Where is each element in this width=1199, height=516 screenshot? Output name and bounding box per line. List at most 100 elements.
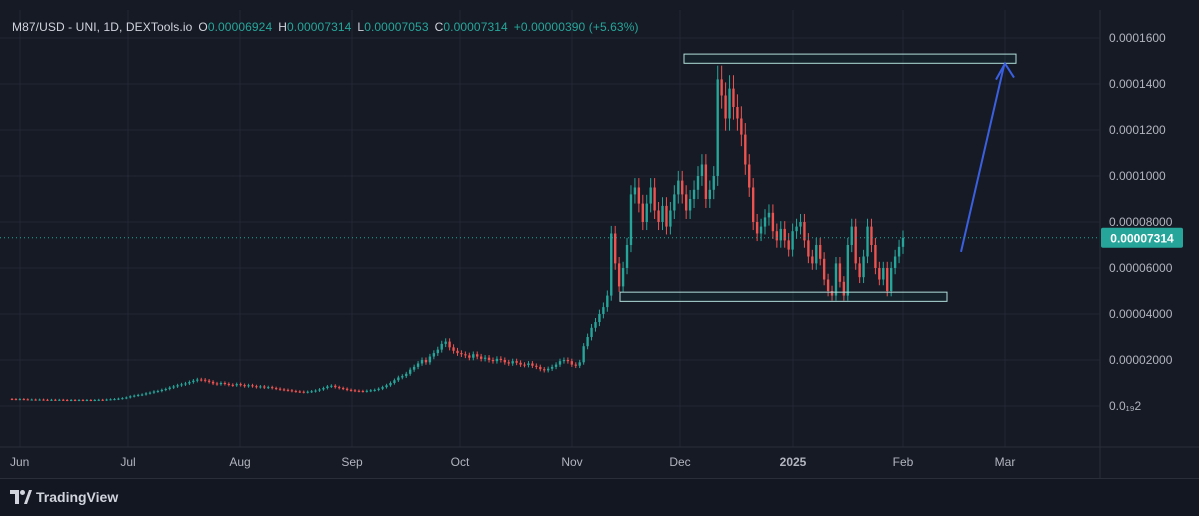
tradingview-logo-icon	[10, 490, 32, 504]
candle-body	[590, 327, 593, 337]
candle-body	[799, 222, 802, 227]
candle-body	[578, 362, 581, 366]
candle-body	[507, 362, 510, 364]
ohlc-legend: M87/USD - UNI, 1D, DEXTools.io O0.0000692…	[12, 20, 645, 34]
candle-body	[736, 107, 739, 119]
candle-body	[543, 369, 546, 371]
candle-body	[298, 391, 301, 393]
candle-body	[227, 383, 231, 385]
candle-body	[602, 307, 605, 314]
low-value: 0.00007053	[364, 20, 429, 34]
candle-body	[539, 366, 542, 370]
candle-body	[673, 194, 676, 211]
candle-body	[412, 366, 416, 370]
candle-body	[160, 389, 163, 392]
candle-body	[38, 399, 41, 401]
candle-body	[215, 383, 219, 385]
candle-body	[18, 399, 22, 401]
candle-body	[267, 387, 270, 389]
candle-body	[712, 176, 715, 190]
candle-body	[180, 384, 183, 386]
candle-body	[428, 356, 432, 363]
candle-body	[318, 389, 321, 391]
candle-body	[397, 377, 400, 381]
candle-body	[377, 388, 380, 390]
candle-body	[653, 187, 656, 211]
chart-area[interactable]: 0.0001600 0.0001400 0.0001200 0.0001000 0.00…	[0, 0, 1199, 478]
x-tick-label: Jul	[120, 455, 135, 469]
tradingview-logo[interactable]: TradingView	[10, 489, 118, 505]
y-tick-label: 0.0₁₉2	[1109, 399, 1141, 413]
candle-body	[499, 358, 503, 360]
candle-body	[89, 400, 93, 402]
open-key: O	[198, 20, 208, 34]
candle-body	[196, 379, 199, 381]
candle-body	[200, 379, 203, 381]
candle-body	[550, 366, 554, 369]
candle-body	[243, 385, 246, 387]
symbol-label: M87/USD - UNI, 1D, DEXTools.io	[12, 20, 193, 34]
candle-body	[85, 400, 89, 402]
candle-body	[420, 360, 424, 364]
candle-body	[172, 386, 175, 388]
candle-body	[105, 399, 108, 401]
candle-body	[617, 263, 621, 287]
candle-body	[294, 391, 298, 393]
candle-body	[365, 390, 369, 392]
candle-body	[791, 231, 794, 250]
candle-body	[661, 205, 664, 222]
candle-body	[274, 388, 278, 390]
candle-body	[594, 322, 597, 328]
candle-body	[81, 400, 85, 402]
candle-body	[535, 365, 538, 367]
candle-body	[401, 376, 404, 378]
candle-body	[574, 364, 577, 366]
change-value: +0.00000390 (+5.63%)	[513, 20, 639, 34]
candlestick-chart[interactable]: 0.0001600 0.0001400 0.0001200 0.0001000 0.00…	[0, 0, 1199, 478]
candle-body	[558, 361, 562, 365]
candle-body	[767, 212, 771, 218]
candle-body	[850, 226, 853, 245]
candle-body	[263, 386, 266, 388]
candle-body	[523, 364, 526, 366]
candle-body	[255, 386, 258, 388]
y-tick-label: 0.00006000	[1109, 261, 1173, 275]
candle-body	[822, 258, 826, 280]
candle-body	[452, 347, 455, 351]
candle-body	[570, 361, 574, 365]
candle-body	[771, 212, 775, 232]
candle-body	[495, 358, 499, 362]
candle-body	[101, 399, 104, 401]
candle-body	[117, 398, 120, 400]
candle-body	[708, 189, 712, 199]
candle-body	[716, 79, 719, 176]
high-key: H	[278, 20, 288, 34]
candle-body	[416, 363, 420, 367]
candle-body	[239, 384, 242, 386]
candle-body	[641, 203, 644, 222]
candle-body	[156, 391, 160, 393]
candle-body	[598, 314, 601, 323]
candle-body	[783, 228, 786, 241]
candle-body	[46, 399, 49, 401]
candle-body	[511, 361, 514, 364]
candle-body	[34, 399, 37, 401]
candle-body	[696, 176, 700, 190]
x-tick-label: Sep	[341, 455, 363, 469]
open-value: 0.00006924	[207, 20, 273, 34]
candle-body	[692, 189, 696, 199]
candle-body	[58, 399, 61, 401]
candle-body	[448, 341, 451, 348]
candle-body	[724, 95, 727, 119]
candle-body	[164, 388, 167, 390]
candle-body	[858, 263, 861, 278]
candle-body	[476, 354, 479, 357]
y-tick-label: 0.0001000	[1109, 169, 1166, 183]
candle-body	[460, 353, 463, 355]
candle-body	[606, 295, 609, 308]
candle-body	[546, 368, 550, 371]
candle-body	[278, 388, 282, 390]
candle-body	[97, 399, 100, 401]
candle-body	[203, 379, 207, 381]
candle-body	[345, 388, 349, 390]
